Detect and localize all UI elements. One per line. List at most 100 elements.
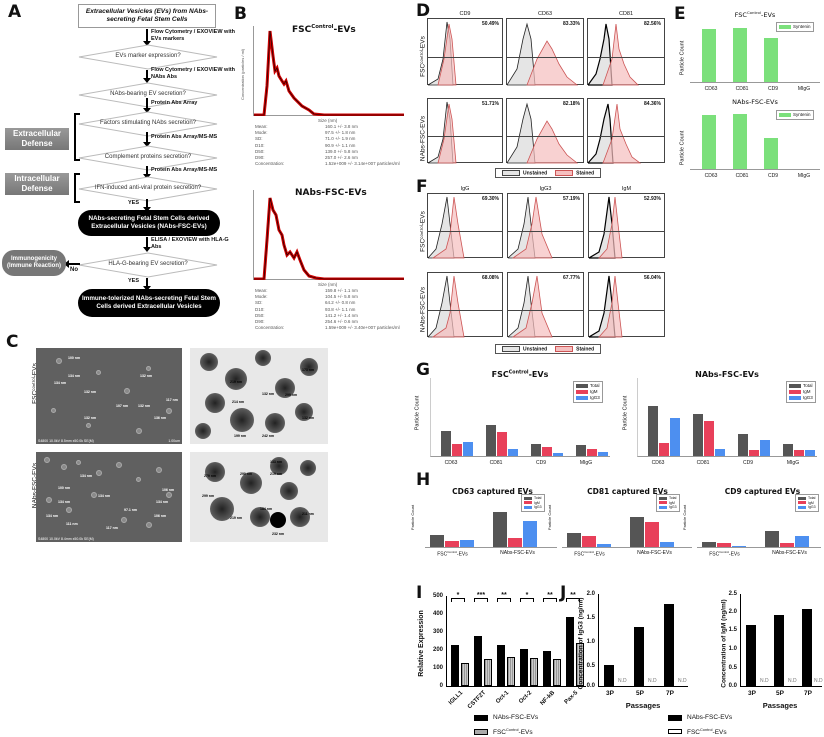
decision-hla-g: HLA-G-bearing EV secretion? <box>78 252 218 278</box>
flow-f-col-igm: IgM <box>621 186 632 192</box>
flow-f-hist-igg-control: 69.30% <box>427 193 503 259</box>
j-left-xlabel: Passages <box>625 701 661 710</box>
flow-arrow-label-3: Protein Abs Array <box>151 100 198 106</box>
j-left-xcat: 7P <box>666 690 674 697</box>
flow-arrow-label-2: Flow Cytometry / EXOVIEW with NAbs Abs <box>151 67 236 80</box>
no-label: No <box>70 267 78 273</box>
h1-xcat-nabs: NAbs-FSC-EVs <box>500 550 535 556</box>
g-left-title: FSCControl-EVs <box>491 370 549 379</box>
yes-label-1: YES <box>128 200 140 206</box>
e-bottom-xcat: CD9 <box>767 173 778 179</box>
panel-label-e: E <box>674 4 686 24</box>
g-right-title: NAbs-FSC-EVs <box>695 370 759 379</box>
panel-label-c: C <box>6 332 19 352</box>
h3-xcat-nabs: NAbs-FSC-EVs <box>772 550 807 556</box>
tem-image-control: 219 nm 173 nm 132 nm 214 nm 199 nm 242 n… <box>190 348 328 444</box>
g-right-xcat: CD63 <box>651 460 665 466</box>
decision-text: NAbs-bearing EV secretion? <box>110 91 186 98</box>
flow-d-hist-cd63-control: 83.33% <box>506 18 584 86</box>
i-ylabel: Relative Expression <box>417 610 425 677</box>
h3-title: CD9 captured EVs <box>724 487 801 496</box>
decision-text: IFN-induced anti-viral protein secretion… <box>94 185 202 192</box>
nta-nabs-title: NAbs-FSC-EVs <box>295 188 367 198</box>
i-ytick: 0 <box>439 683 443 689</box>
e-top-ylabel: Particle Count <box>679 40 686 76</box>
decision-text: EVs marker expression? <box>115 53 181 60</box>
g-right-xcat: CD9 <box>742 460 753 466</box>
nta-nabs-plot <box>253 190 404 281</box>
flow-f-hist-igg3-nabs: 67.77% <box>507 272 584 338</box>
g-right-ylabel: Particle Count <box>622 395 629 431</box>
flow-f-hist-igm-control: 52.93% <box>588 193 665 259</box>
flow-start-box: Extracellular Vesicles (EVs) from NAbs-s… <box>78 4 216 28</box>
e-bottom-plot <box>690 108 820 170</box>
j-right-ytick: 0.5 <box>728 665 737 671</box>
h2-xcat-nabs: NAbs-FSC-EVs <box>637 550 672 556</box>
flow-arrow <box>143 132 151 147</box>
g-right-legend: Total IgM IgG3 <box>786 381 816 403</box>
j-left-xcat: 3P <box>606 690 614 697</box>
decision-text: HLA-G-bearing EV secretion? <box>108 261 188 268</box>
flow-arrow <box>143 237 151 252</box>
panel-label-f: F <box>416 177 428 197</box>
flow-d-col-cd81: CD81 <box>618 11 634 17</box>
h3-legend: Total IgM IgG3 <box>795 494 819 512</box>
sig-bracket <box>474 598 488 602</box>
sig-marker: *** <box>476 592 486 599</box>
sem-image-nabs: 100 nm 134 nm 134 nm 134 nm 106 nm 134 n… <box>36 452 182 542</box>
nta-control-title: FSCControl-EVs <box>292 24 356 35</box>
j-right-xcat: 3P <box>748 690 756 697</box>
j-left-ytick: 1.5 <box>586 615 595 621</box>
i-ytick: 400 <box>432 611 443 617</box>
sem-image-control: 100 nm 134 nm 134 nm 132 nm 132 nm 107 n… <box>36 348 182 444</box>
panel-label-g: G <box>416 360 430 380</box>
j-right-ytick: 0.0 <box>728 683 737 689</box>
decision-text: Factors stimulating NAbs secretion? <box>99 120 197 127</box>
sig-marker: * <box>525 592 529 599</box>
flow-d-col-cd9: CD9 <box>459 11 471 17</box>
h2-legend: Total IgM IgG3 <box>656 494 680 512</box>
g-left-plot <box>430 378 610 457</box>
panel-label-d: D <box>416 1 431 21</box>
flow-d-row-nabs: NAbs-FSC-EVs <box>419 115 427 162</box>
i-legend-control: FSCControl-EVs <box>474 727 533 736</box>
j-left-plot: N.D N.D N.D <box>598 594 688 687</box>
e-top-xcat: CD63 <box>704 86 718 92</box>
i-legend-nabs: NAbs-FSC-EVs <box>474 714 538 721</box>
g-left-ylabel: Particle Count <box>414 395 421 431</box>
no-arrow <box>68 263 80 265</box>
h2-ylabel: Particle Count <box>547 504 553 531</box>
e-top-xcat: MIgG <box>797 86 811 92</box>
flow-d-col-cd63: CD63 <box>537 11 553 17</box>
extracellular-defense-label: Extracellular Defense <box>5 128 69 150</box>
j-left-ytick: 0.0 <box>586 683 595 689</box>
nta-control-ylabel: Concentration (particles / ml) <box>240 48 245 100</box>
h2-title: CD81 captured EVs <box>587 487 668 496</box>
e-top-xcat: CD9 <box>767 86 778 92</box>
e-bottom-legend: Syntenin <box>776 110 814 120</box>
sig-marker: ** <box>501 592 507 599</box>
decision-factors: Factors stimulating NAbs secretion? <box>78 111 218 137</box>
g-left-xcat: CD9 <box>535 460 546 466</box>
flow-d-row-control: FSCᶜᵒⁿᵗʳᵒˡ-EVs <box>419 36 427 77</box>
sig-bracket <box>543 598 557 602</box>
h2-xcat-control: FSCControl-EVs <box>574 550 605 558</box>
g-left-legend: Total IgM IgG3 <box>573 381 603 403</box>
flow-d-hist-cd81-nabs: 84.36% <box>587 98 665 164</box>
yes-label-2: YES <box>128 278 140 284</box>
e-bottom-title: NAbs-FSC-EVs <box>732 98 778 106</box>
j-left-xcat: 5P <box>636 690 644 697</box>
i-ytick: 500 <box>432 593 443 599</box>
flow-arrow-label-1: Flow Cytometry / EXOVIEW with EVs marker… <box>151 29 236 42</box>
g-right-plot <box>637 378 817 457</box>
flow-d-hist-cd81-control: 82.56% <box>587 18 665 86</box>
immune-tolerized-pill: Immune-tolerized NAbs-secreting Fetal St… <box>78 289 220 317</box>
no-arrow-head <box>64 260 69 268</box>
flow-f-row-control: FSCᶜᵒⁿᵗʳᵒˡ-EVs <box>419 211 427 252</box>
h1-ylabel: Particle Count <box>410 504 416 531</box>
j-right-xcat: 5P <box>776 690 784 697</box>
e-top-xcat: CD81 <box>735 86 749 92</box>
h3-ylabel: Particle Count <box>682 504 688 531</box>
sig-bracket <box>566 598 580 602</box>
panel-label-i: I <box>416 583 423 603</box>
